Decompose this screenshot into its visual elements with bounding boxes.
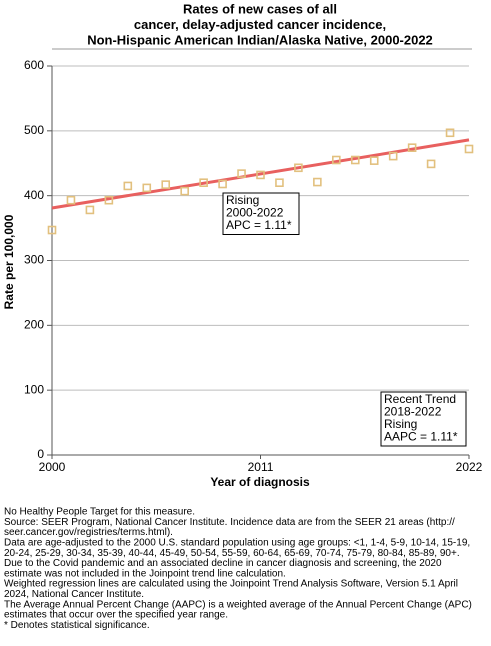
data-point <box>445 128 455 138</box>
x-tick-label: 2011 <box>248 460 274 474</box>
annotation-text: 2018-2022 <box>384 405 442 419</box>
footnote: Due to the Covid pandemic and an associa… <box>4 558 442 569</box>
data-point <box>66 195 76 205</box>
footnote: The Average Annual Percent Change (AAPC)… <box>4 599 472 610</box>
data-point <box>104 195 114 205</box>
annotation-box <box>380 391 467 447</box>
annotation-text: 2000-2022 <box>226 206 284 220</box>
data-point <box>256 170 265 180</box>
footnote: Weighted regression lines are calculated… <box>4 579 458 590</box>
annotation-text: AAPC = 1.11* <box>384 430 458 444</box>
footnote: estimates that occur over the specified … <box>4 610 228 621</box>
trend-line <box>51 138 470 210</box>
y-tick-label: 100 <box>24 382 44 396</box>
data-point <box>180 186 189 196</box>
chart-title: Rates of new cases of all <box>183 1 337 16</box>
footnote: No Healthy People Target for this measur… <box>4 507 195 518</box>
footnote: 2024, National Cancer Institute. <box>4 589 144 600</box>
data-point <box>464 144 474 154</box>
data-point <box>123 181 133 191</box>
data-point <box>237 169 246 178</box>
y-axis-label: Rate per 100,000 <box>2 214 16 309</box>
data-point <box>294 163 303 173</box>
data-point <box>350 155 360 165</box>
footnote: * Denotes statistical significance. <box>4 620 150 631</box>
data-point <box>85 205 95 215</box>
data-point <box>388 151 398 161</box>
annotation-text: Rising <box>384 417 417 431</box>
data-point <box>47 225 57 235</box>
data-point <box>369 156 379 165</box>
data-point <box>426 159 436 169</box>
annotation-text: Recent Trend <box>384 392 456 406</box>
data-point <box>332 155 341 165</box>
footnote: 20-24, 25-29, 30-34, 35-39, 40-44, 45-49… <box>4 548 460 559</box>
y-tick-label: 0 <box>37 447 44 461</box>
y-tick-label: 400 <box>24 188 44 202</box>
x-tick-label: 2000 <box>39 460 66 474</box>
y-tick-label: 300 <box>24 253 44 267</box>
data-point <box>313 177 322 187</box>
data-point <box>275 178 284 187</box>
footnote: Source: SEER Program, National Cancer In… <box>4 517 455 528</box>
data-point <box>218 179 227 189</box>
data-point <box>199 178 208 187</box>
footnote: Data are age-adjusted to the 2000 U.S. s… <box>4 538 470 549</box>
y-tick-label: 200 <box>24 318 44 332</box>
data-point <box>142 183 152 193</box>
y-tick-label: 600 <box>24 58 44 72</box>
footnote: seer.cancer.gov/registries/terms.html). <box>4 527 173 538</box>
annotation-text: Rising <box>226 193 259 207</box>
footnote: estimate was not included in the Joinpoi… <box>4 568 286 579</box>
chart-title: Non-Hispanic American Indian/Alaska Nati… <box>87 32 433 47</box>
data-point <box>161 180 171 189</box>
y-tick-label: 500 <box>24 123 44 137</box>
data-point <box>407 143 417 152</box>
x-tick-label: 2022 <box>456 460 483 474</box>
annotation-box <box>222 192 300 235</box>
x-axis-label: Year of diagnosis <box>210 475 310 489</box>
annotation-text: APC = 1.11* <box>226 218 292 232</box>
chart-title: cancer, delay-adjusted cancer incidence, <box>134 17 386 32</box>
